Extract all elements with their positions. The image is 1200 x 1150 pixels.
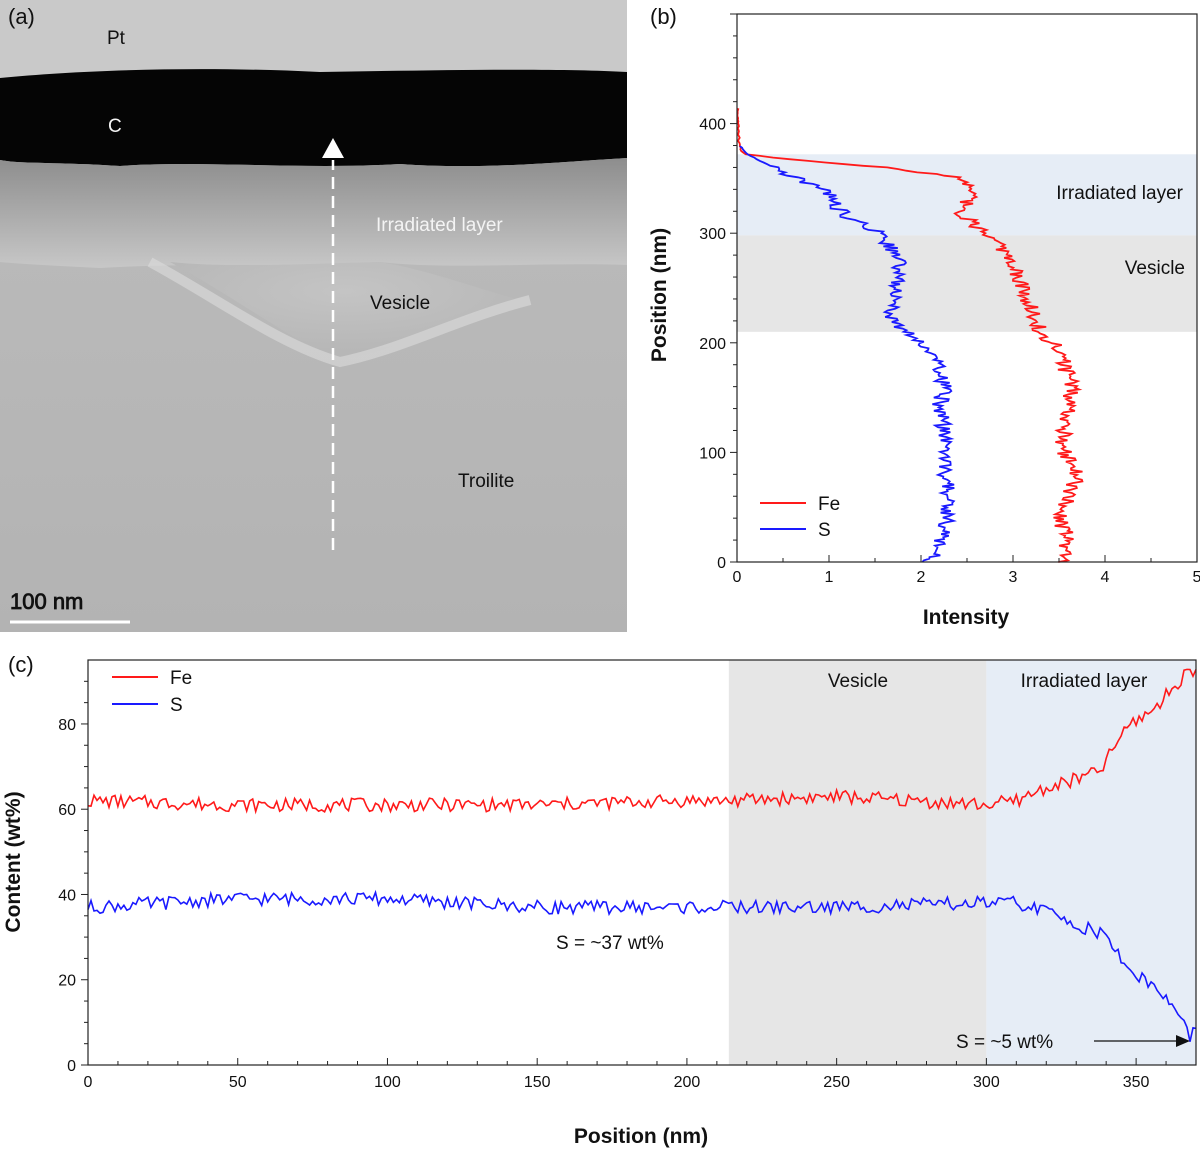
panel-c-band-vesicle	[728, 660, 987, 1065]
panel-c-xlabel: Position (nm)	[574, 1125, 708, 1148]
panel-c-band-irradiated-layer	[986, 660, 1196, 1065]
panel-b-xtick-label: 2	[917, 569, 926, 586]
panel-b-xtick-label: 3	[1009, 569, 1018, 586]
panel-b-ytick-label: 0	[717, 555, 726, 572]
panel-b-ytick-label: 200	[699, 336, 726, 353]
panel-b-xtick-label: 1	[825, 569, 834, 586]
panel-b-xtick-label: 0	[733, 569, 742, 586]
panel-c-ytick-label: 80	[58, 717, 76, 734]
panel-c-ytick-label: 40	[58, 887, 76, 904]
panel-b-axes: 0 1 2 3 4 5 0 100 200 300 400	[699, 13, 1200, 586]
panel-c: (c) Vesicle Irradiated layer 0 50 100 150 20…	[2, 652, 1197, 1148]
legend-fe-label: Fe	[818, 494, 840, 515]
pt-layer	[0, 0, 627, 78]
panel-b-ytick-label: 400	[699, 117, 726, 134]
panel-c-line-s	[87, 889, 1197, 1042]
panel-c-ylabel: Content (wt%)	[2, 791, 25, 932]
panel-c-bands	[728, 660, 1196, 1065]
panel-c-xtick-label: 0	[84, 1074, 93, 1091]
panel-b-xtick-label: 4	[1101, 569, 1110, 586]
vesicle-label: Vesicle	[370, 293, 430, 314]
panel-c-xtick-label: 200	[674, 1074, 701, 1091]
panel-c-ytick-label: 20	[58, 973, 76, 990]
panel-c-line-fe	[87, 668, 1197, 815]
pt-label: Pt	[107, 28, 126, 49]
annotation-s-37: S = ~37 wt%	[556, 933, 664, 954]
panel-b-ytick-label: 100	[699, 445, 726, 462]
panel-c-xtick-label: 350	[1123, 1074, 1150, 1091]
c-label: C	[108, 116, 122, 137]
panel-b-bands	[737, 154, 1197, 332]
panel-b-line-fe	[736, 108, 1084, 563]
legend-fe-label: Fe	[170, 668, 192, 689]
panel-c-frame	[87, 659, 1197, 1066]
panel-a-label: (a)	[8, 4, 35, 29]
panel-c-ytick-label: 0	[67, 1058, 76, 1075]
panel-b-xlabel: Intensity	[923, 606, 1010, 629]
annotation-s-5-arrow-head	[1176, 1035, 1190, 1047]
panel-b-xtick-label: 5	[1193, 569, 1200, 586]
panel-c-xtick-label: 50	[229, 1074, 247, 1091]
panel-b-band-irradiated-layer	[737, 154, 1197, 236]
panel-c-xtick-label: 150	[524, 1074, 551, 1091]
panel-c-xtick-label: 100	[374, 1074, 401, 1091]
vesicle-rim	[147, 257, 532, 368]
panel-b-line-s	[739, 145, 958, 563]
panel-a: (a) Pt C Irradiated layer Vesicle Troili…	[0, 0, 627, 632]
panel-b-band-vesicle	[737, 235, 1197, 332]
scale-bar-label: 100 nm	[10, 589, 83, 614]
panel-c-xtick-label: 300	[973, 1074, 1000, 1091]
legend-s-label: S	[818, 520, 831, 541]
panel-c-label: (c)	[8, 652, 34, 677]
panel-c-series	[87, 668, 1197, 1042]
panel-b-series	[736, 108, 1084, 563]
troilite-label: Troilite	[458, 471, 514, 492]
irradiated-layer-region	[0, 158, 627, 268]
panel-c-band-label-irradiated: Irradiated layer	[1021, 671, 1148, 692]
panel-c-legend: Fe S	[112, 668, 192, 716]
panel-b-label: (b)	[650, 4, 677, 29]
legend-s-label: S	[170, 695, 183, 716]
panel-b: (b) Irradiated layer Vesicle 0 1 2 3 4 5 0 100 2…	[648, 4, 1200, 629]
annotation-s-5: S = ~5 wt%	[956, 1032, 1053, 1053]
panel-c-xtick-label: 250	[823, 1074, 850, 1091]
panel-b-ytick-label: 300	[699, 226, 726, 243]
panel-b-legend: Fe S	[760, 494, 840, 541]
panel-b-band-label-irradiated: Irradiated layer	[1056, 183, 1183, 204]
panel-c-axes: 0 50 100 150 200 250 300 350 0 20 40 60 80	[58, 680, 1197, 1091]
panel-b-ylabel: Position (nm)	[648, 228, 671, 362]
irradiated-layer-label: Irradiated layer	[376, 215, 503, 236]
carbon-layer	[0, 69, 627, 167]
panel-b-band-label-vesicle: Vesicle	[1125, 258, 1185, 279]
panel-c-ytick-label: 60	[58, 802, 76, 819]
profile-arrow-head	[322, 138, 344, 158]
panel-c-band-label-vesicle: Vesicle	[828, 671, 888, 692]
vesicle-region	[170, 262, 520, 360]
